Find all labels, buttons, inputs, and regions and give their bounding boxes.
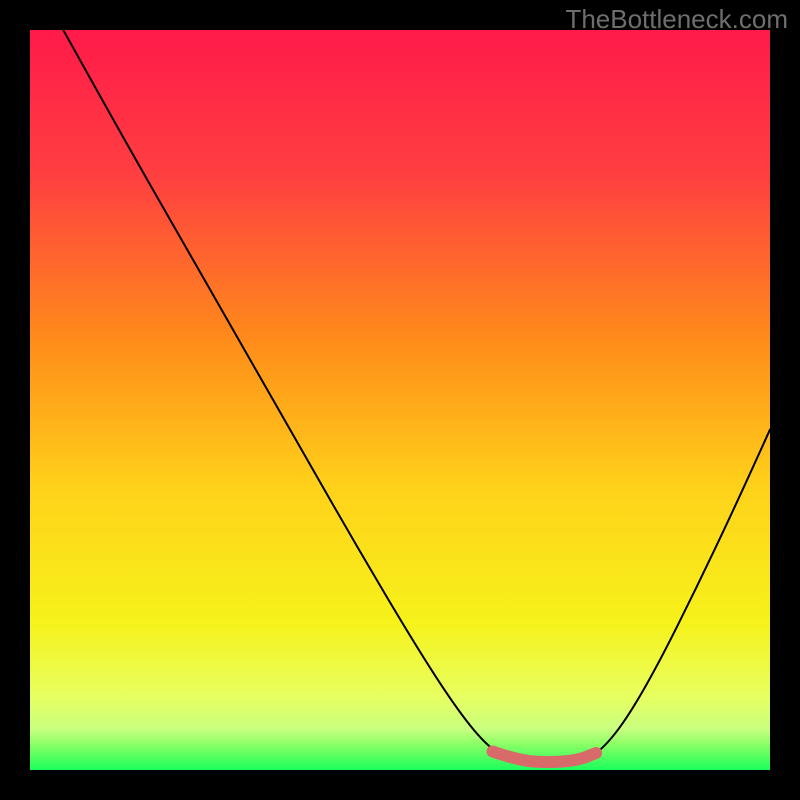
bottleneck-chart (30, 30, 770, 770)
chart-background (30, 30, 770, 770)
chart-container: TheBottleneck.com (0, 0, 800, 800)
